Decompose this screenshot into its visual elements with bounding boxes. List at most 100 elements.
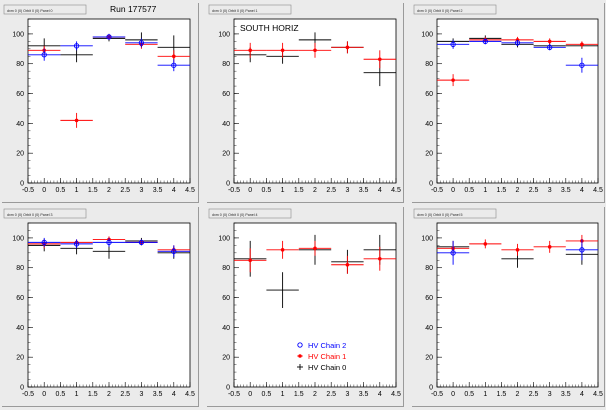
x-tick-label: 2.5 <box>326 391 336 398</box>
data-point <box>363 246 396 271</box>
marker-circle <box>73 43 80 49</box>
data-point <box>28 48 61 61</box>
legend-entry: HV Chain 0 <box>297 363 346 372</box>
panel-title: dxm 0 (0) Orbit 0 (0) Panel 4 <box>212 213 258 217</box>
x-tick-label: 3.5 <box>153 391 163 398</box>
data-point <box>469 239 502 249</box>
y-tick-label: 100 <box>218 31 230 38</box>
legend-marker-circle <box>297 342 303 348</box>
x-tick-label: 4 <box>378 391 382 398</box>
panel-annotation: SOUTH HORIZ <box>240 23 299 33</box>
y-tick-label: 80 <box>425 61 433 68</box>
plot-frame <box>27 18 191 184</box>
x-tick-label: 2 <box>107 391 111 398</box>
marker-star <box>345 45 350 50</box>
x-tick-label: 0 <box>248 391 252 398</box>
x-tick-label: 0 <box>42 391 46 398</box>
y-tick-label: 60 <box>16 295 24 302</box>
data-point <box>533 44 566 51</box>
panel-title-box <box>3 208 87 219</box>
data-point <box>28 237 61 247</box>
data-point <box>298 42 332 58</box>
data-point <box>157 59 190 72</box>
panel-title: dxm 0 (0) Orbit 0 (0) Panel 5 <box>417 213 463 217</box>
marker-circle <box>138 40 145 46</box>
x-tick-label: 0.5 <box>56 391 66 398</box>
marker-circle <box>41 52 47 58</box>
y-tick-label: 40 <box>222 121 230 128</box>
x-tick-label: 4.5 <box>185 391 195 398</box>
y-tick-label: 40 <box>16 325 24 332</box>
x-tick-label: 3 <box>139 187 143 194</box>
x-tick-label: -0.5 <box>228 391 240 398</box>
marker-star <box>547 39 552 44</box>
data-point <box>363 50 396 69</box>
legend: HV Chain 2 HV Chain 1 HV Chain 0 <box>297 341 346 372</box>
y-tick-label: 100 <box>421 235 433 242</box>
chart-panel-0: dxm 0 (0) Orbit 0 (0) Panel 0-0.5 0 0.5 1 1.… <box>3 4 195 194</box>
y-tick-label: 20 <box>16 355 24 362</box>
x-tick-label: 1 <box>75 187 79 194</box>
data-point <box>298 240 332 256</box>
x-tick-label: 3 <box>345 187 349 194</box>
y-tick-label: 100 <box>421 31 433 38</box>
chart-panel-2: dxm 0 (0) Orbit 0 (0) Panel 2-0.5 0 0.5 1 1.… <box>413 4 603 194</box>
panel-title: dxm 0 (0) Orbit 0 (0) Panel 1 <box>212 9 258 13</box>
x-tick-label: 2.5 <box>326 187 336 194</box>
y-tick-label: 60 <box>222 91 230 98</box>
data-point <box>501 39 534 46</box>
marker-star <box>451 78 455 82</box>
x-tick-label: 1 <box>281 391 285 398</box>
y-tick-label: 40 <box>16 121 24 128</box>
panel-title: dxm 0 (0) Orbit 0 (0) Panel 2 <box>417 9 463 13</box>
y-tick-label: 20 <box>222 355 230 362</box>
chart-panel-3: dxm 0 (0) Orbit 0 (0) Panel 3-0.5 0 0.5 1 1.… <box>3 208 195 398</box>
x-tick-label: 4.5 <box>185 187 195 194</box>
x-tick-label: 4 <box>580 187 584 194</box>
data-point <box>234 248 267 273</box>
legend-entry: HV Chain 1 <box>297 352 346 361</box>
x-tick-label: 2 <box>107 187 111 194</box>
run-label: Run 177577 <box>110 4 157 14</box>
x-tick-label: -0.5 <box>228 187 240 194</box>
marker-star <box>313 246 317 251</box>
data-point <box>266 42 299 58</box>
chart-panel-5: dxm 0 (0) Orbit 0 (0) Panel 5-0.5 0 0.5 1 1.… <box>413 208 603 398</box>
data-point <box>331 255 364 274</box>
y-tick-label: 80 <box>16 265 24 272</box>
chart-panel-1: dxm 0 (0) Orbit 0 (0) Panel 1-0.5 0 0.5 1 1.… <box>208 4 401 194</box>
data-point <box>266 240 299 259</box>
x-tick-label: 2.5 <box>120 187 130 194</box>
marker-circle <box>514 40 521 46</box>
y-tick-label: 80 <box>16 61 24 68</box>
panel-title-box <box>413 208 497 219</box>
marker-circle <box>138 239 145 246</box>
marker-circle <box>73 241 80 247</box>
marker-circle <box>579 62 585 68</box>
y-tick-label: 20 <box>425 355 433 362</box>
marker-star <box>378 256 382 261</box>
x-tick-label: 2.5 <box>529 391 539 398</box>
data-point <box>60 112 93 128</box>
x-tick-label: 1 <box>483 187 487 194</box>
x-tick-label: 0 <box>451 391 455 398</box>
x-tick-label: 1 <box>281 187 285 194</box>
marker-star <box>515 248 520 252</box>
data-point <box>92 237 126 247</box>
data-point <box>331 41 364 54</box>
x-tick-label: -0.5 <box>431 391 443 398</box>
data-point <box>565 41 598 48</box>
x-tick-label: 1.5 <box>88 187 98 194</box>
y-tick-label: 0 <box>20 385 24 392</box>
data-point <box>92 33 126 40</box>
y-tick-label: 40 <box>425 325 433 332</box>
x-tick-label: 3.5 <box>359 187 369 194</box>
x-tick-label: -0.5 <box>431 187 443 194</box>
y-tick-label: 20 <box>425 151 433 158</box>
x-tick-label: 1.5 <box>294 391 304 398</box>
panel-title-box <box>3 4 87 15</box>
marker-star <box>248 48 252 53</box>
x-tick-label: 2 <box>313 187 317 194</box>
data-point <box>234 42 267 58</box>
